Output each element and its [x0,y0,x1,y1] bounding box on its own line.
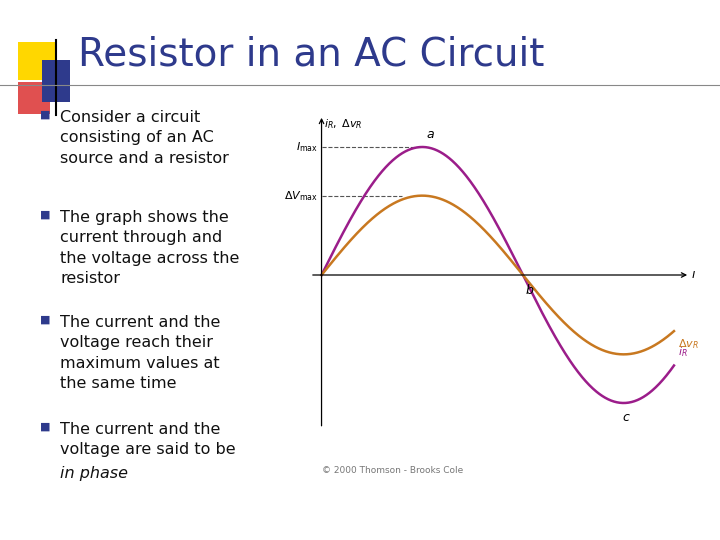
Text: The current and the
voltage are said to be: The current and the voltage are said to … [60,422,235,457]
Text: $i_R$: $i_R$ [678,345,688,359]
Text: $\imath$: $\imath$ [691,268,696,281]
Text: ■: ■ [40,422,50,432]
Bar [42,60,70,102]
Text: in phase: in phase [60,467,128,481]
Text: $b$: $b$ [526,282,535,296]
Text: ■: ■ [40,315,50,325]
Text: ■: ■ [40,210,50,220]
Text: $\Delta V_{\rm max}$: $\Delta V_{\rm max}$ [284,189,318,202]
Text: ■: ■ [40,110,50,120]
Text: $I_{\rm max}$: $I_{\rm max}$ [296,140,318,154]
Bar [18,42,56,80]
Bar [18,82,50,114]
Text: $c$: $c$ [622,411,631,424]
Text: $\Delta v_R$: $\Delta v_R$ [678,338,698,352]
Text: The graph shows the
current through and
the voltage across the
resistor: The graph shows the current through and … [60,210,239,286]
Text: Resistor in an AC Circuit: Resistor in an AC Circuit [78,36,544,74]
Text: $i_R,\;\Delta v_R$: $i_R,\;\Delta v_R$ [324,118,362,131]
Text: The current and the
voltage reach their
maximum values at
the same time: The current and the voltage reach their … [60,315,220,391]
Text: © 2000 Thomson - Brooks Cole: © 2000 Thomson - Brooks Cole [322,466,463,475]
Text: $a$: $a$ [426,127,435,140]
Text: Consider a circuit
consisting of an AC
source and a resistor: Consider a circuit consisting of an AC s… [60,110,229,166]
